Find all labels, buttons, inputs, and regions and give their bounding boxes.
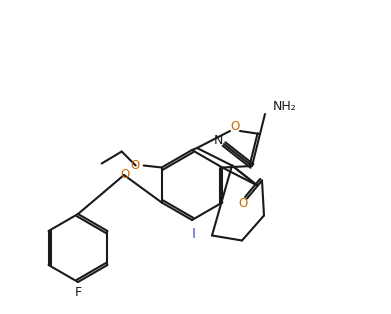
Text: I: I bbox=[192, 227, 196, 241]
Text: O: O bbox=[239, 197, 248, 210]
Text: O: O bbox=[131, 159, 140, 172]
Text: O: O bbox=[230, 120, 240, 133]
Text: F: F bbox=[74, 285, 82, 299]
Text: NH₂: NH₂ bbox=[273, 100, 297, 112]
Text: O: O bbox=[120, 167, 130, 181]
Text: N: N bbox=[213, 133, 223, 147]
